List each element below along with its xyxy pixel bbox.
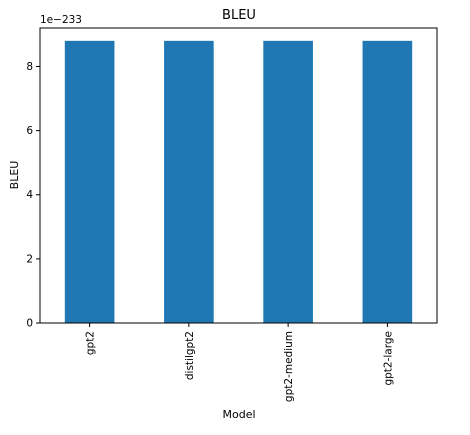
y-tick-label-4: 4 (26, 189, 33, 201)
bar-gpt2 (64, 40, 115, 324)
x-tick-label-gpt2-large: gpt2-large (382, 331, 394, 386)
y-tick-label-6: 6 (26, 125, 33, 137)
x-tick-label-gpt2: gpt2 (85, 331, 97, 355)
y-tick-label-8: 8 (26, 61, 33, 73)
chart-title: BLEU (222, 8, 256, 23)
bars-layer (64, 40, 413, 324)
bar-gpt2-large (362, 40, 413, 324)
y-axis-label: BLEU (8, 161, 21, 190)
bar-distilgpt2 (164, 40, 214, 324)
y-tick-label-2: 2 (26, 253, 33, 265)
x-axis-label: Model (222, 408, 255, 421)
x-tick-label-gpt2-medium: gpt2-medium (283, 331, 295, 402)
y-tick-label-0: 0 (26, 318, 33, 330)
bar-gpt2-medium (263, 40, 313, 324)
plot-frame (39, 27, 438, 324)
axes-layer: gpt2 distilgpt2 gpt2-medium gpt2-large 0 2 4 6 8 (26, 27, 438, 402)
x-tick-label-distilgpt2: distilgpt2 (184, 331, 196, 380)
y-axis-scale-label: 1e−233 (40, 14, 82, 26)
